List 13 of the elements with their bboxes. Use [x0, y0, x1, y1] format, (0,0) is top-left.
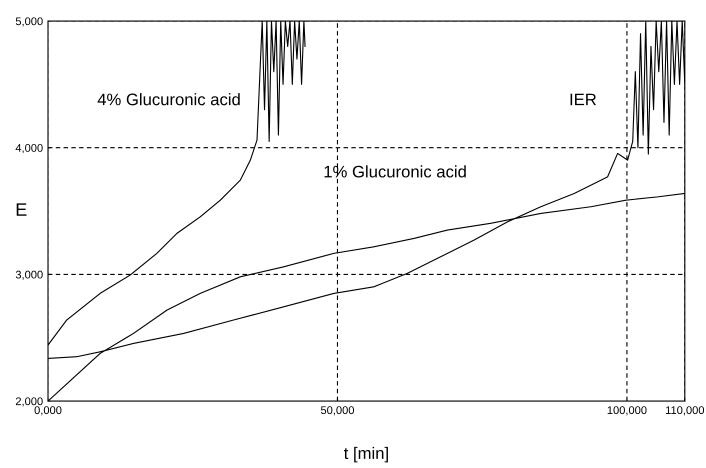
y-axis-title: E: [16, 203, 27, 216]
x-tick-label: 100,000: [608, 406, 647, 416]
annotation: IER: [570, 94, 596, 106]
y-tick-label: 5,000: [16, 17, 43, 27]
x-tick-label: 0,000: [34, 406, 62, 416]
x-tick-label: 110,000: [666, 406, 704, 416]
annotation: 1% Glucuronic acid: [324, 165, 466, 178]
annotation: 4% Glucuronic acid: [98, 93, 240, 106]
y-tick-label: 4,000: [16, 144, 43, 154]
y-tick-label: 3,000: [16, 270, 43, 280]
y-tick-label: 2,000: [16, 397, 43, 407]
x-axis-title: t [min]: [344, 446, 388, 462]
x-tick-label: 50,000: [320, 406, 354, 416]
